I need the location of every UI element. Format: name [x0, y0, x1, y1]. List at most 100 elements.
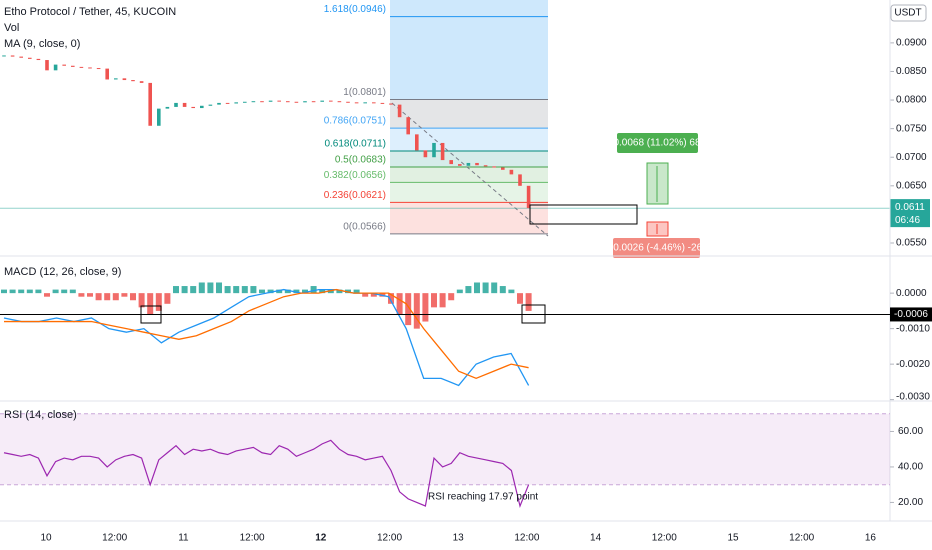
candle	[458, 164, 462, 166]
macd-box	[521, 304, 546, 324]
chart-title: Etho Protocol / Tether, 45, KUCOIN	[4, 6, 176, 18]
macd-hist	[207, 282, 214, 294]
price-badge-label: 0.0611	[895, 202, 925, 213]
macd-hist	[276, 289, 283, 294]
candle	[157, 108, 161, 126]
vol-label: Vol	[4, 22, 19, 34]
macd-tick-label: -0.0030	[896, 392, 930, 403]
candle	[191, 106, 195, 109]
candle	[268, 100, 273, 102]
fib-zone-top	[390, 0, 548, 17]
time-label: 10	[40, 533, 52, 544]
rsi-tick-label: 40.00	[898, 462, 923, 473]
candle	[208, 104, 213, 106]
candle	[440, 142, 445, 161]
fib-trend	[391, 102, 549, 237]
candle	[234, 102, 238, 104]
candle	[483, 165, 488, 167]
macd-hist	[284, 289, 291, 294]
macd-hist	[250, 286, 257, 294]
macd-hist	[362, 293, 369, 297]
macd-hist	[26, 289, 33, 294]
macd-line	[3, 288, 530, 387]
macd-hist	[439, 293, 446, 308]
price-badge	[890, 199, 930, 228]
macd-hist	[121, 293, 128, 297]
candle	[303, 101, 307, 103]
signal-line	[4, 288, 529, 380]
candle	[62, 64, 66, 66]
macd-title: MACD (12, 26, close, 9)	[4, 266, 121, 278]
macd-hist	[319, 289, 326, 294]
candle	[28, 57, 32, 59]
candle	[501, 167, 505, 170]
candle	[475, 162, 479, 166]
candle	[243, 101, 247, 103]
long-label: 0.0068 (11.02%) 68	[613, 138, 701, 149]
macd-marker-badge	[890, 307, 932, 322]
macd-hist	[130, 293, 136, 301]
macd-hist	[104, 293, 111, 301]
macd-hist	[198, 282, 205, 294]
fib-label: 0.786(0.0751)	[324, 116, 386, 127]
macd-hist	[9, 289, 16, 294]
time-label: 12:00	[652, 533, 677, 544]
candle	[329, 100, 333, 102]
macd-hist	[18, 289, 25, 294]
candle	[114, 78, 118, 80]
macd-marker-label: -0.0006	[894, 309, 928, 320]
candle	[225, 102, 230, 104]
candle	[53, 64, 58, 71]
macd-hist	[431, 293, 437, 308]
macd-hist	[293, 289, 300, 294]
macd-hist	[233, 286, 240, 294]
macd-hist	[61, 289, 68, 294]
macd-hist	[517, 293, 523, 304]
macd-hist	[190, 286, 197, 294]
price-tick-label: 0.0650	[896, 180, 927, 191]
macd-hist	[525, 293, 532, 311]
macd-hist	[69, 289, 76, 294]
candle	[337, 101, 342, 103]
candle	[380, 102, 385, 104]
macd-hist	[499, 286, 506, 294]
macd-hist	[474, 282, 480, 294]
fib-label: 1.618(0.0946)	[324, 4, 386, 15]
macd-hist	[35, 289, 42, 294]
rsi-annotation: RSI reaching 17.97 point	[428, 492, 538, 503]
fib-zone	[390, 166, 548, 183]
candle	[509, 169, 514, 175]
macd-hist	[95, 293, 102, 301]
fib-label: 0.382(0.0656)	[324, 170, 386, 181]
short-label-box	[613, 238, 700, 258]
fib-label: 0.5(0.0683)	[335, 155, 386, 166]
fib-label: 0.618(0.0711)	[324, 139, 386, 150]
macd-hist	[422, 293, 429, 322]
macd-hist	[456, 289, 463, 294]
macd-hist	[388, 293, 394, 304]
macd-hist	[327, 289, 334, 294]
ma-label: MA (9, close, 0)	[4, 38, 80, 50]
macd-hist	[353, 289, 360, 294]
price-tick-label: 0.0750	[896, 123, 927, 134]
macd-tick-label: -0.0010	[896, 323, 930, 334]
rsi-band	[0, 413, 890, 485]
macd-hist	[370, 293, 377, 297]
fib-label: 0(0.0566)	[343, 221, 386, 232]
candle	[397, 104, 402, 118]
candle	[372, 102, 376, 104]
currency-button[interactable]	[890, 4, 927, 22]
candle	[466, 162, 471, 166]
macd-tick-label: -0.0020	[896, 359, 930, 370]
candle	[449, 160, 453, 165]
short-label: -0.0026 (-4.46%) -26	[610, 243, 703, 254]
price-tick-label: 0.0900	[896, 38, 927, 49]
selection-box	[529, 204, 638, 225]
price-tick-label: 0.0700	[896, 152, 927, 163]
candle	[19, 56, 23, 58]
candle	[389, 103, 393, 105]
time-label: 15	[727, 533, 739, 544]
long-label-box	[617, 133, 698, 153]
candle	[200, 105, 204, 109]
